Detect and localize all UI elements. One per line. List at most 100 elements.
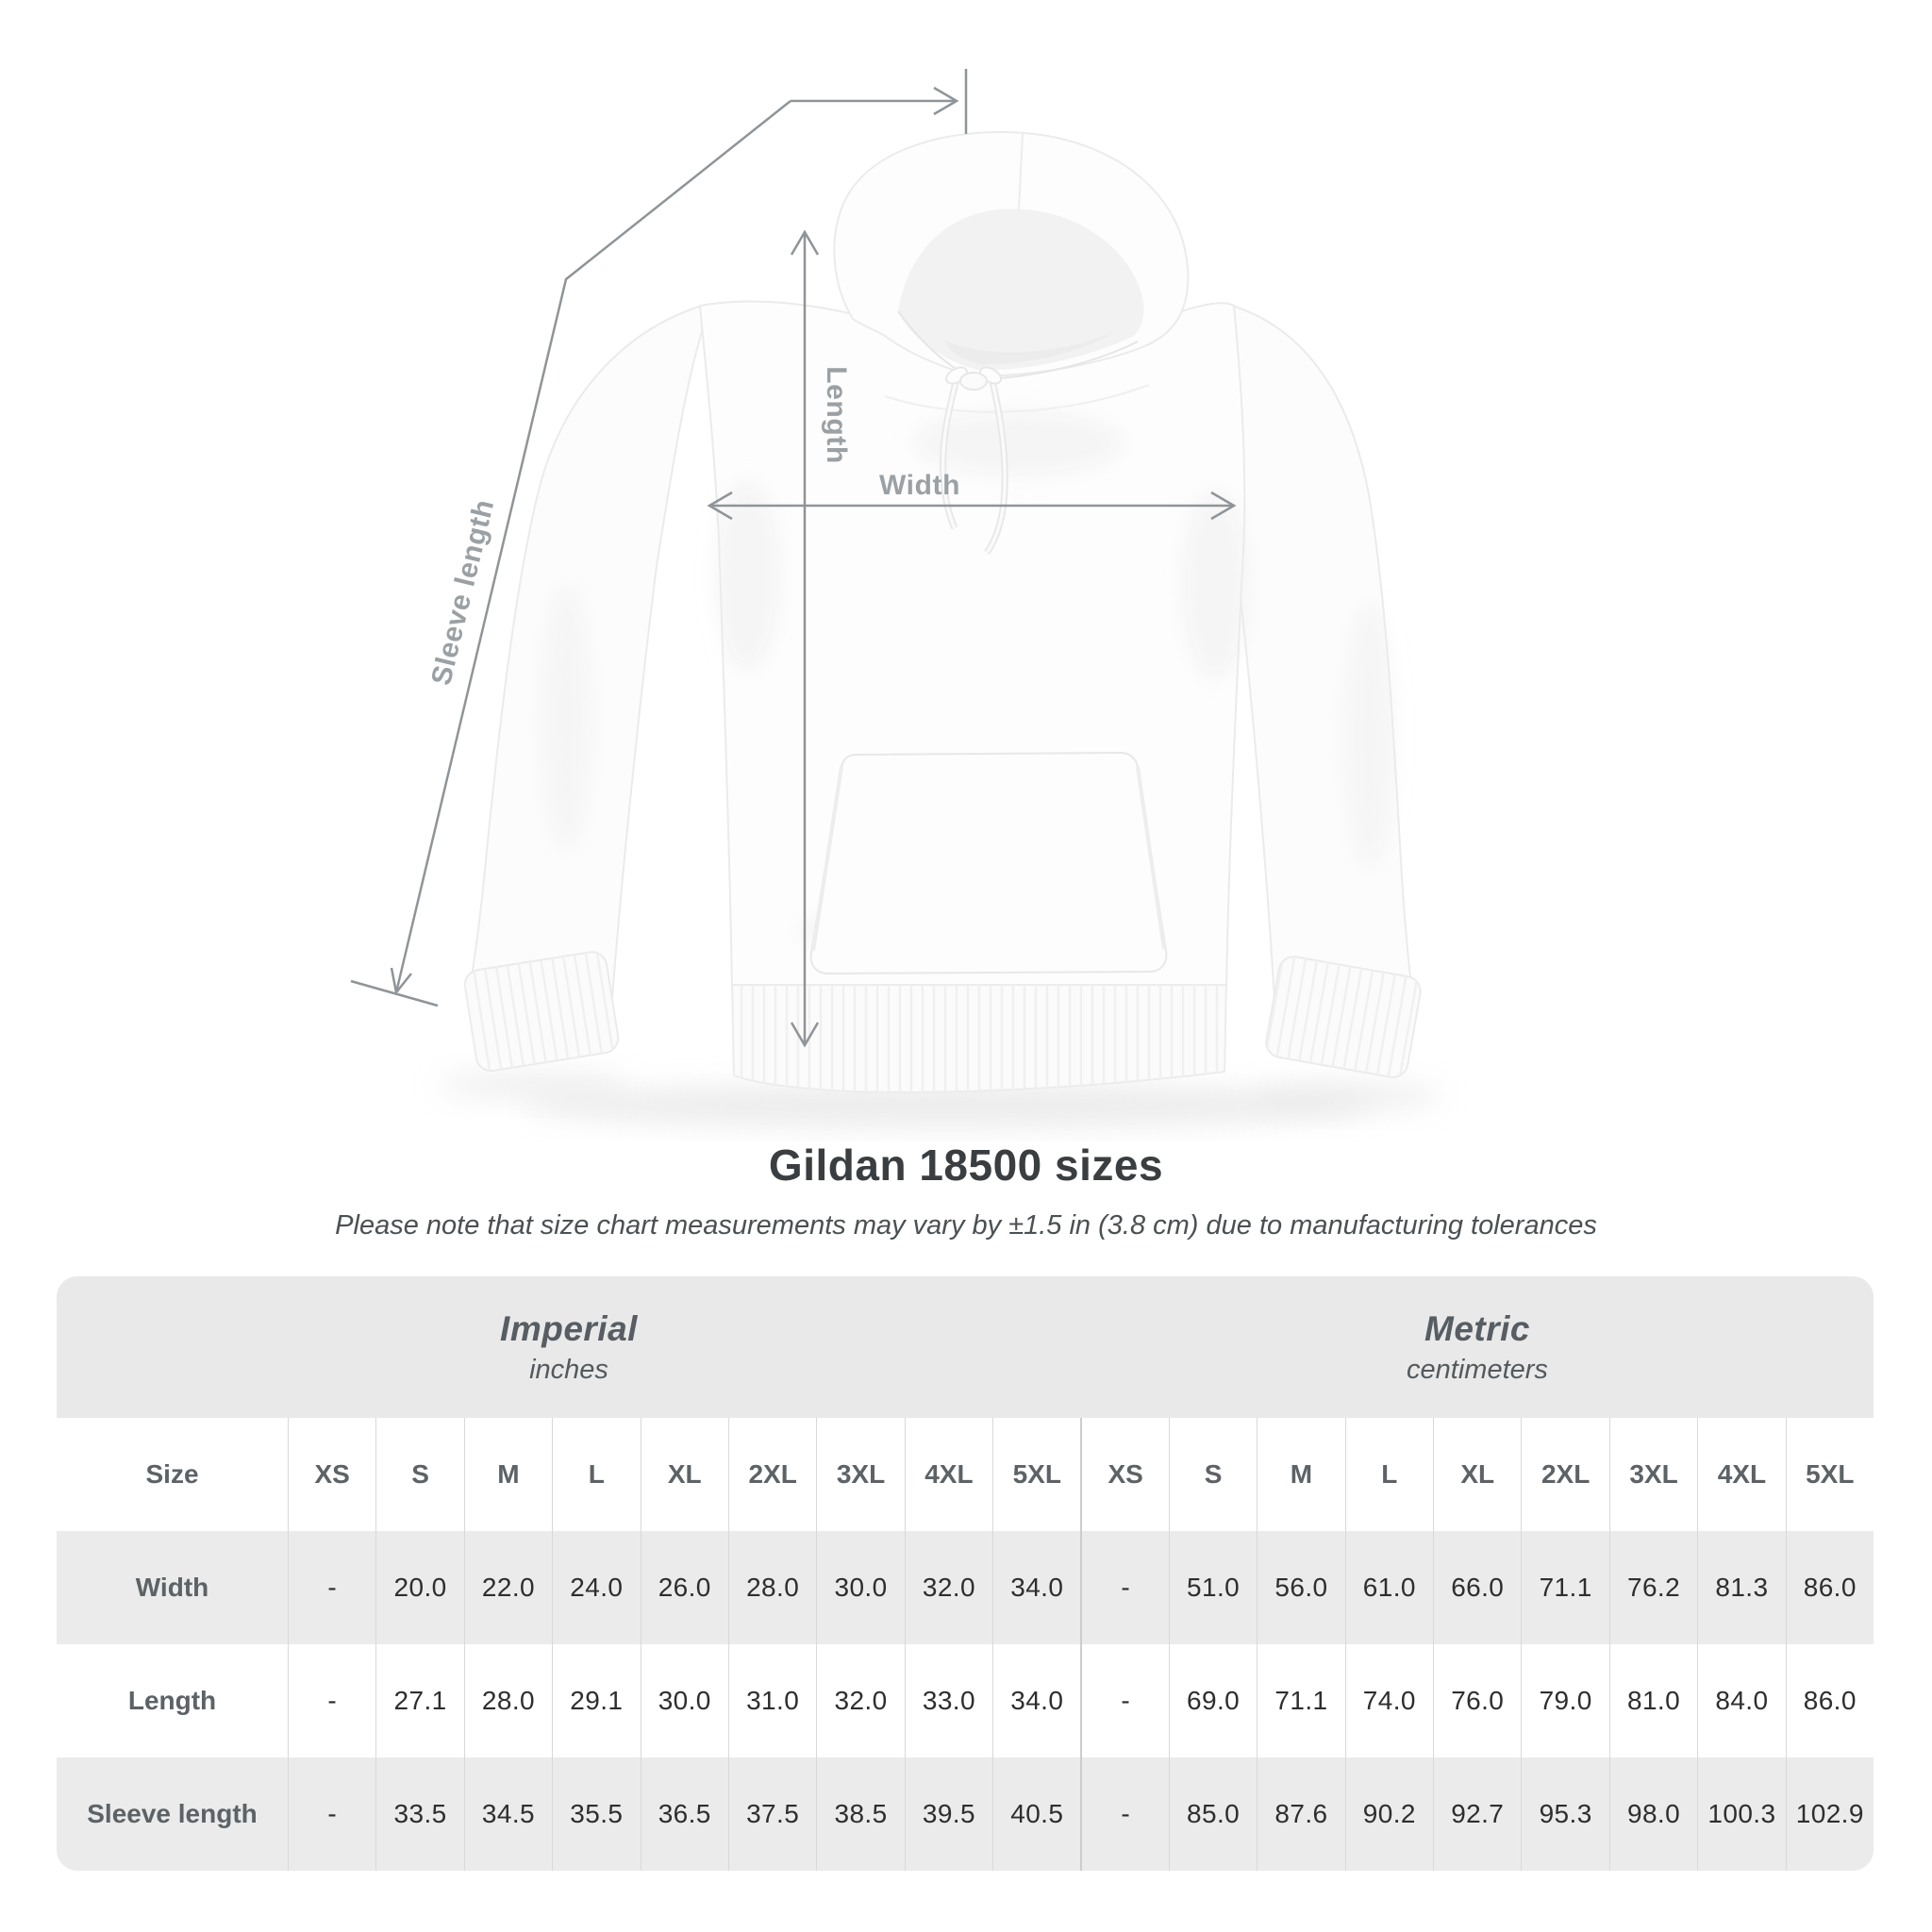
table-cell: 86.0 <box>1785 1644 1874 1757</box>
row-label: Width <box>57 1531 288 1644</box>
table-cell: 34.0 <box>992 1644 1080 1757</box>
table-cell: 98.0 <box>1608 1757 1698 1871</box>
size-col-header: L <box>552 1418 640 1531</box>
kangaroo-pocket <box>809 752 1168 974</box>
table-cell: - <box>1080 1644 1168 1757</box>
hood-opening <box>898 208 1144 371</box>
table-cell: 38.5 <box>816 1757 905 1871</box>
table-cell: 26.0 <box>640 1531 728 1644</box>
size-col-header: 2XL <box>1521 1418 1608 1531</box>
table-cell: 39.5 <box>904 1757 993 1871</box>
table-cell: 95.3 <box>1521 1757 1609 1871</box>
table-cell: 71.1 <box>1257 1644 1344 1757</box>
table-cell: 36.5 <box>640 1757 728 1871</box>
size-col-header: 5XL <box>1785 1418 1874 1531</box>
table-cell: 71.1 <box>1521 1531 1609 1644</box>
width-line <box>707 491 1237 521</box>
hood-inner-shadow <box>943 332 1113 365</box>
size-col-header: 4XL <box>1697 1418 1785 1531</box>
table-cell: 31.0 <box>727 1644 816 1757</box>
table-cell: 40.5 <box>992 1757 1081 1871</box>
size-header: Size <box>145 1459 199 1489</box>
ground-shadow <box>439 1070 1443 1128</box>
length-line <box>790 229 820 1048</box>
sleeve-length-line <box>350 69 968 1008</box>
table-cell: 86.0 <box>1785 1531 1874 1644</box>
table-cell: 92.7 <box>1433 1757 1522 1871</box>
imperial-title: Imperial <box>500 1308 638 1348</box>
table-cell: 84.0 <box>1697 1644 1785 1757</box>
row-label: Length <box>127 1686 217 1715</box>
table-cell: 102.9 <box>1785 1757 1874 1871</box>
metric-header: Metric centimeters <box>1081 1276 1874 1418</box>
table-cell: 69.0 <box>1168 1644 1257 1757</box>
size-col-header: M <box>463 1418 552 1531</box>
table-cell: - <box>288 1644 375 1757</box>
size-col-header: 5XL <box>992 1418 1080 1531</box>
size-col-header: XS <box>288 1418 375 1531</box>
left-cuff <box>463 951 620 1073</box>
table-cell: 33.0 <box>904 1644 992 1757</box>
table-cell: 34.5 <box>463 1757 553 1871</box>
size-col-header: 4XL <box>904 1418 992 1531</box>
table-cell: 33.5 <box>375 1757 464 1871</box>
length-label: Length <box>821 366 852 464</box>
row-label: Sleeve length <box>57 1757 288 1871</box>
size-col-header: XL <box>1433 1418 1521 1531</box>
sleeve-length-label: Sleeve length <box>425 496 500 688</box>
table-cell: 76.0 <box>1433 1644 1521 1757</box>
unit-header-band: Imperial inches Metric centimeters <box>57 1276 1874 1418</box>
size-col-header: 3XL <box>1608 1418 1697 1531</box>
size-col-header: 3XL <box>816 1418 904 1531</box>
metric-title: Metric <box>1424 1308 1530 1348</box>
table-cell: 28.0 <box>727 1531 817 1644</box>
size-col-header: XL <box>640 1418 728 1531</box>
size-col-header: S <box>1168 1418 1257 1531</box>
drawstrings <box>940 366 1008 556</box>
table-cell: 81.0 <box>1608 1644 1697 1757</box>
table-cell: 27.1 <box>375 1644 463 1757</box>
table-cell: 56.0 <box>1257 1531 1345 1644</box>
table-cell: 28.0 <box>463 1644 552 1757</box>
size-col-header: 2XL <box>727 1418 816 1531</box>
table-cell: - <box>288 1531 376 1644</box>
table-cell: 32.0 <box>904 1531 993 1644</box>
metric-unit: centimeters <box>1407 1354 1548 1385</box>
right-cuff <box>1265 956 1422 1078</box>
size-col-header: XS <box>1080 1418 1168 1531</box>
imperial-unit: inches <box>529 1354 608 1385</box>
table-cell: 74.0 <box>1344 1644 1433 1757</box>
tolerance-note: Please note that size chart measurements… <box>335 1210 1597 1241</box>
table-cell: 20.0 <box>375 1531 464 1644</box>
table-cell: 90.2 <box>1344 1757 1434 1871</box>
size-grid: Size XS S M L XL 2XL 3XL 4XL 5XL XS S M … <box>57 1418 1874 1871</box>
table-cell: - <box>1080 1757 1169 1871</box>
table-cell: 34.0 <box>992 1531 1081 1644</box>
table-cell: 22.0 <box>463 1531 553 1644</box>
table-cell: 87.6 <box>1257 1757 1345 1871</box>
measurement-lines <box>350 69 1237 1048</box>
table-cell: 35.5 <box>552 1757 641 1871</box>
table-cell: 30.0 <box>816 1531 905 1644</box>
table-cell: 24.0 <box>552 1531 641 1644</box>
table-cell: 61.0 <box>1344 1531 1434 1644</box>
table-cell: 29.1 <box>552 1644 640 1757</box>
size-chart-table: Imperial inches Metric centimeters Size … <box>57 1276 1874 1871</box>
size-col-header: L <box>1344 1418 1433 1531</box>
hoodie-figure-svg: Width Length Sleeve length <box>350 69 1443 1128</box>
size-col-header: S <box>375 1418 463 1531</box>
table-cell: 79.0 <box>1521 1644 1608 1757</box>
size-col-header: M <box>1257 1418 1344 1531</box>
table-cell: - <box>288 1757 376 1871</box>
table-cell: 100.3 <box>1697 1757 1786 1871</box>
table-cell: - <box>1080 1531 1169 1644</box>
table-cell: 32.0 <box>816 1644 904 1757</box>
table-cell: 37.5 <box>727 1757 817 1871</box>
table-cell: 66.0 <box>1433 1531 1522 1644</box>
imperial-header: Imperial inches <box>57 1276 1081 1418</box>
width-label: Width <box>879 470 960 501</box>
table-cell: 76.2 <box>1608 1531 1698 1644</box>
hoodie-measurement-figure: Width Length Sleeve length <box>350 69 1443 1128</box>
table-cell: 85.0 <box>1168 1757 1257 1871</box>
